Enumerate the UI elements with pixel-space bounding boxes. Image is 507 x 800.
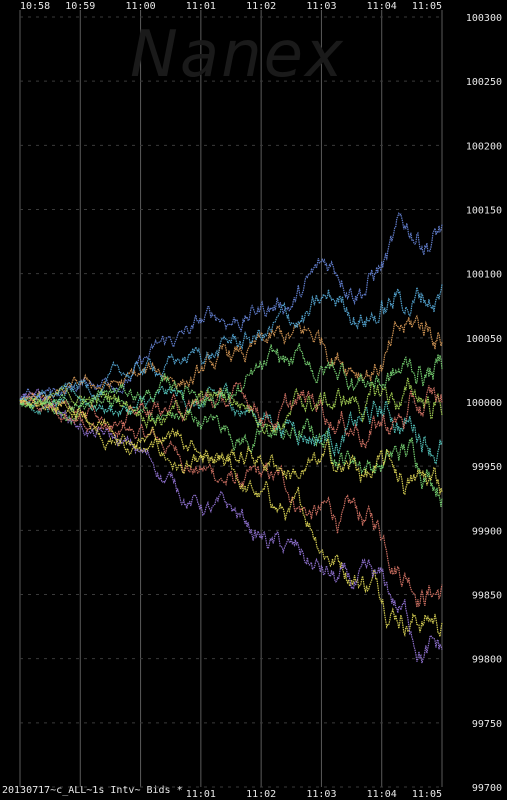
y-tick-label: 100000 bbox=[466, 398, 502, 409]
y-tick-label: 99750 bbox=[472, 719, 502, 730]
series-line bbox=[19, 389, 443, 638]
x-axis-bottom: 11:01 11:02 11:03 11:04 11:05 bbox=[186, 789, 442, 800]
series-line bbox=[19, 314, 443, 406]
x-tick-top-label: 11:00 bbox=[126, 1, 156, 12]
x-tick-top-label: 11:04 bbox=[367, 1, 397, 12]
x-tick-bottom-label: 11:04 bbox=[367, 789, 397, 800]
x-tick-bottom-label: 11:05 bbox=[412, 789, 442, 800]
y-tick-label: 100250 bbox=[466, 77, 502, 88]
chart-footer-label: 20130717~c_ALL~1s Intv~ Bids * bbox=[2, 785, 183, 796]
series-line bbox=[19, 391, 443, 608]
x-tick-bottom-label: 11:03 bbox=[306, 789, 336, 800]
x-axis-top: 10:58 10:59 11:00 11:01 11:02 11:03 11:04 11:05 bbox=[20, 1, 442, 12]
series-line bbox=[19, 397, 443, 496]
watermark-logo: Nanex bbox=[130, 18, 345, 92]
x-tick-top-label: 11:05 bbox=[412, 1, 442, 12]
series-line bbox=[19, 343, 443, 413]
series-line bbox=[19, 380, 443, 449]
x-tick-top-label: 11:03 bbox=[306, 1, 336, 12]
x-tick-top-label: 11:01 bbox=[186, 1, 216, 12]
y-tick-label: 100300 bbox=[466, 13, 502, 24]
series-group bbox=[19, 212, 443, 664]
series-line bbox=[19, 284, 443, 408]
y-tick-label: 99850 bbox=[472, 591, 502, 602]
y-axis: 100300 100250 100200 100150 100100 100050 1000… bbox=[466, 13, 502, 794]
y-tick-label: 99900 bbox=[472, 526, 502, 537]
y-tick-label: 99950 bbox=[472, 462, 502, 473]
x-tick-bottom-label: 11:02 bbox=[246, 789, 276, 800]
series-line bbox=[19, 388, 443, 664]
x-tick-top-label: 10:58 bbox=[20, 1, 50, 12]
series-line bbox=[19, 212, 443, 402]
y-tick-label: 99800 bbox=[472, 655, 502, 666]
y-tick-label: 100200 bbox=[466, 141, 502, 152]
y-tick-label: 100150 bbox=[466, 206, 502, 217]
x-tick-bottom-label: 11:01 bbox=[186, 789, 216, 800]
x-tick-top-label: 11:02 bbox=[246, 1, 276, 12]
x-tick-top-label: 10:59 bbox=[65, 1, 95, 12]
y-tick-label: 99700 bbox=[472, 783, 502, 794]
y-tick-label: 100100 bbox=[466, 270, 502, 281]
y-tick-label: 100050 bbox=[466, 334, 502, 345]
